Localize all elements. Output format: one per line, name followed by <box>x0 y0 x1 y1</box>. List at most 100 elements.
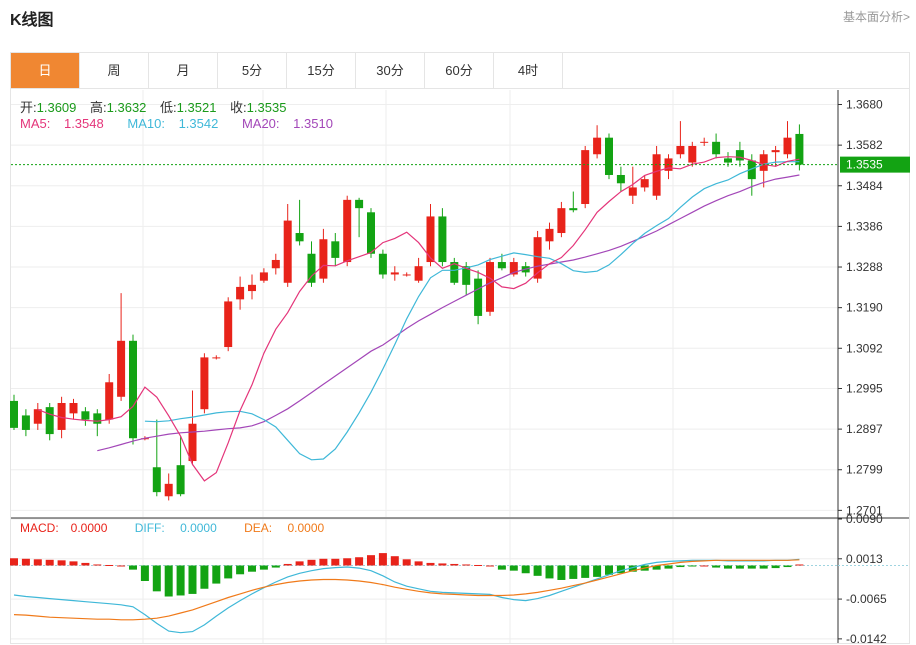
price-tick-label: 1.2701 <box>846 503 883 517</box>
macd-tick-label: -0.0142 <box>846 632 887 645</box>
macd-bar <box>724 565 732 569</box>
candle-body <box>33 409 42 424</box>
candle-body <box>236 286 245 300</box>
tab-60min[interactable]: 60分 <box>425 53 494 88</box>
price-tick-label: 1.3386 <box>846 219 883 233</box>
macd-bar <box>759 565 768 569</box>
macd-label: MACD: <box>20 521 59 535</box>
macd-tick-label: 0.0090 <box>846 512 883 526</box>
macd-bar <box>200 565 209 589</box>
current-price-label: 1.3535 <box>846 158 883 172</box>
candle-body <box>283 220 292 283</box>
tab-4hour[interactable]: 4时 <box>494 53 563 88</box>
candle-body <box>10 400 18 428</box>
high-value: 1.3632 <box>106 100 147 115</box>
candle-body <box>676 145 685 155</box>
macd-bar <box>545 565 554 579</box>
candle-body <box>248 284 256 292</box>
ma10-line <box>144 161 800 461</box>
candle-body <box>367 212 375 254</box>
candle-body <box>605 137 613 175</box>
close-value: 1.3535 <box>246 100 287 115</box>
candle-body <box>712 141 721 155</box>
macd-value: 0.0000 <box>70 521 108 535</box>
candle-body <box>378 253 387 275</box>
macd-bar <box>105 564 114 566</box>
macd-bar <box>295 561 304 566</box>
ma-readout: MA5: 1.3548 MA10: 1.3542 MA20: 1.3510 <box>20 116 353 131</box>
tab-week[interactable]: 周 <box>80 53 149 88</box>
macd-bar <box>747 565 756 569</box>
tab-5min[interactable]: 5分 <box>218 53 287 88</box>
candle-body <box>45 407 54 435</box>
macd-bar <box>521 565 530 574</box>
macd-bar <box>271 565 280 568</box>
candle-body <box>533 237 542 279</box>
macd-bar <box>152 565 161 592</box>
candle-body <box>724 158 732 163</box>
dea-readout: DEA: 0.0000 <box>244 521 336 535</box>
candle-body <box>747 160 756 180</box>
macd-bar <box>486 565 494 567</box>
macd-bar <box>628 565 637 572</box>
macd-bar <box>319 558 328 566</box>
diff-label: DIFF: <box>134 521 165 535</box>
macd-bar <box>378 553 387 566</box>
candle-body <box>474 278 483 316</box>
tab-15min[interactable]: 15分 <box>287 53 356 88</box>
macd-bar <box>57 560 66 566</box>
candle-body <box>307 253 316 283</box>
candle-body <box>129 340 137 439</box>
price-tick-label: 1.3190 <box>846 301 883 315</box>
tab-day[interactable]: 日 <box>11 53 80 88</box>
macd-bar <box>426 562 435 566</box>
macd-bar <box>164 565 173 597</box>
candle-body <box>581 150 590 205</box>
macd-bar <box>236 565 245 575</box>
macd-bar <box>497 565 506 570</box>
macd-bar <box>129 565 137 570</box>
tab-30min[interactable]: 30分 <box>356 53 425 88</box>
candle-body <box>700 141 709 143</box>
tab-month[interactable]: 月 <box>149 53 218 88</box>
low-value: 1.3521 <box>176 100 217 115</box>
fundamental-analysis-link[interactable]: 基本面分析> <box>842 10 910 24</box>
macd-bar <box>474 564 483 566</box>
ma20-line <box>97 174 800 452</box>
macd-bar <box>462 564 471 566</box>
macd-bar <box>450 563 459 566</box>
price-tick-label: 1.2799 <box>846 463 883 477</box>
candle-body <box>343 199 352 263</box>
ma5-label: MA5: <box>20 116 51 131</box>
ma5-value: 1.3548 <box>63 116 104 131</box>
candle-body <box>795 133 804 165</box>
ma10-readout: MA10: 1.3542 <box>127 116 228 131</box>
candle-body <box>188 423 197 462</box>
ma20-readout: MA20: 1.3510 <box>242 116 343 131</box>
candle-body <box>545 228 554 242</box>
macd-bar <box>700 565 709 567</box>
candle-body <box>93 413 102 424</box>
macd-bar <box>676 565 685 568</box>
candle-body <box>152 467 161 493</box>
candle-body <box>295 233 304 242</box>
price-tick-label: 1.3582 <box>846 138 883 152</box>
open-label: 开: <box>20 100 37 115</box>
chart-frame <box>10 52 910 644</box>
macd-bar <box>605 565 613 575</box>
macd-tick-label: -0.0065 <box>846 592 887 606</box>
macd-readout-item: MACD: 0.0000 <box>20 521 119 535</box>
macd-bar <box>188 565 197 594</box>
candle-body <box>355 199 364 209</box>
candle-body <box>390 272 399 275</box>
macd-bar <box>283 563 292 566</box>
diff-readout: DIFF: 0.0000 <box>135 521 229 535</box>
candle-body <box>414 266 423 281</box>
price-tick-label: 1.3484 <box>846 179 883 193</box>
candle-body <box>569 208 578 211</box>
macd-bar <box>569 565 578 579</box>
macd-bar <box>10 558 18 566</box>
macd-bar <box>212 565 221 584</box>
macd-bar <box>771 565 780 569</box>
